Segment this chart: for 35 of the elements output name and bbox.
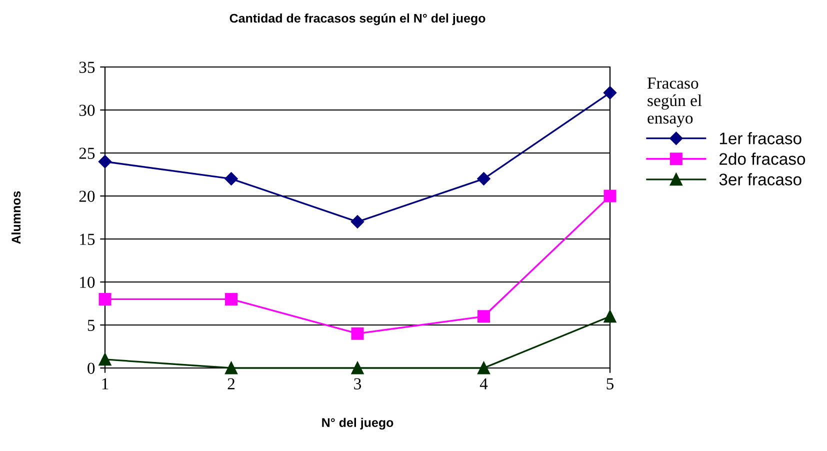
point (477, 172, 490, 186)
y-tick-label: 20 (79, 190, 95, 202)
legend-label: 1er fracaso (720, 132, 802, 144)
x-tick-label: 3 (354, 378, 362, 390)
x-tick-label: 1 (102, 378, 108, 390)
y-tick-label: 35 (79, 62, 95, 73)
y-tick-label: 30 (79, 104, 95, 116)
point (351, 327, 364, 340)
point (224, 172, 238, 186)
x-tick-label: 2 (228, 378, 234, 390)
y-tick-label: 15 (80, 234, 95, 245)
point (603, 86, 617, 100)
point (478, 310, 490, 323)
point (604, 310, 616, 323)
point (351, 362, 364, 374)
y-tick-label: 10 (80, 276, 95, 288)
y-tick-label: 25 (79, 148, 95, 159)
point (604, 190, 616, 202)
x-axis-title: N° del juego (322, 418, 394, 430)
y-axis-title: Alumnos (11, 191, 21, 244)
point (98, 155, 112, 168)
y-tick-label: 5 (88, 320, 95, 331)
point (350, 215, 364, 228)
chart-title: Cantidad de fracasos según el N° del juego (230, 13, 486, 26)
x-tick-label: 4 (480, 378, 488, 390)
point (98, 292, 112, 306)
x-tick-label: 5 (606, 378, 614, 390)
legend-label: 2do fracaso (720, 152, 806, 165)
point (98, 353, 112, 366)
y-tick-label: 0 (88, 362, 95, 374)
point (478, 362, 490, 374)
point (225, 292, 238, 306)
legend-title: Fracaso según el ensayo (647, 78, 702, 128)
legend-label: 3er fracaso (719, 173, 802, 186)
point (225, 362, 238, 374)
